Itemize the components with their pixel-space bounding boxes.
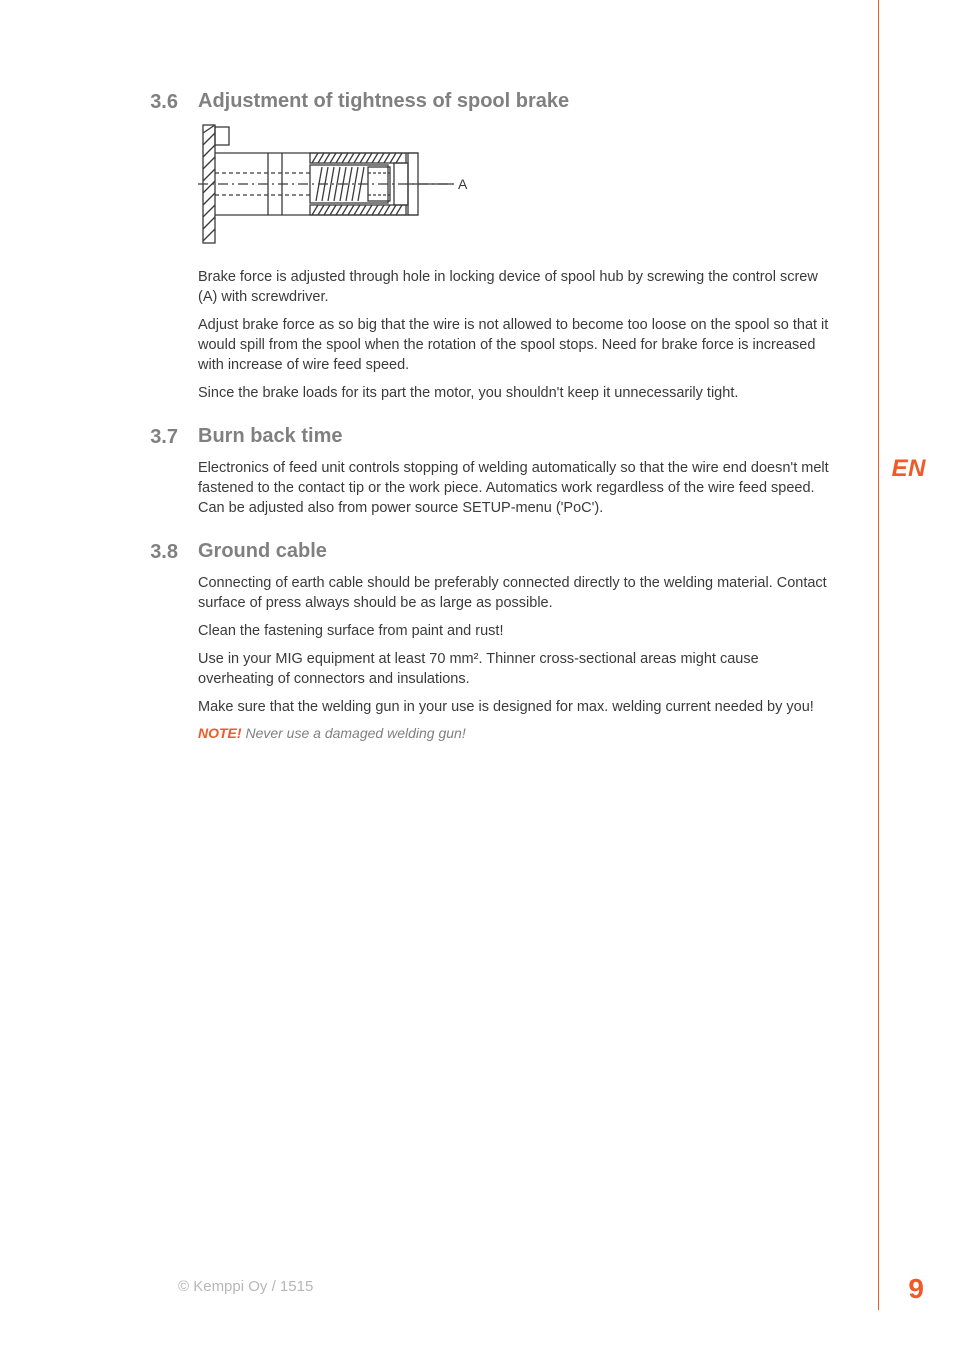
paragraph: Clean the fastening surface from paint a… [198,621,838,641]
paragraph: Connecting of earth cable should be pref… [198,573,838,613]
language-tab: EN [892,455,926,483]
page-container: EN 3.6 Adjustment of tightness of spool … [0,0,954,1350]
section-number: 3.6 [60,90,178,411]
section-content: Burn back time Electronics of feed unit … [198,425,838,526]
spool-diagram-svg: A [198,123,488,253]
paragraph: Brake force is adjusted through hole in … [198,267,838,307]
section-3-6: 3.6 Adjustment of tightness of spool bra… [60,90,894,411]
note-label: NOTE! [198,725,242,741]
paragraph: Since the brake loads for its part the m… [198,383,838,403]
section-content: Ground cable Connecting of earth cable s… [198,540,838,741]
note-text: Never use a damaged welding gun! [242,725,466,741]
section-number: 3.8 [60,540,178,741]
section-3-7: 3.7 Burn back time Electronics of feed u… [60,425,894,526]
section-content: Adjustment of tightness of spool brake [198,90,838,411]
section-number: 3.7 [60,425,178,526]
paragraph: Make sure that the welding gun in your u… [198,697,838,717]
note-line: NOTE! Never use a damaged welding gun! [198,725,838,741]
page-number: 9 [908,1273,924,1305]
section-3-8: 3.8 Ground cable Connecting of earth cab… [60,540,894,741]
diagram-label-a: A [458,176,468,192]
footer-copyright: © Kemppi Oy / 1515 [178,1278,313,1295]
right-margin-rule [878,0,880,1310]
paragraph: Use in your MIG equipment at least 70 mm… [198,649,838,689]
paragraph: Electronics of feed unit controls stoppi… [198,458,838,518]
spool-brake-diagram: A [198,123,838,253]
section-title: Burn back time [198,425,838,448]
section-title: Adjustment of tightness of spool brake [198,90,838,113]
paragraph: Adjust brake force as so big that the wi… [198,315,838,375]
section-title: Ground cable [198,540,838,563]
